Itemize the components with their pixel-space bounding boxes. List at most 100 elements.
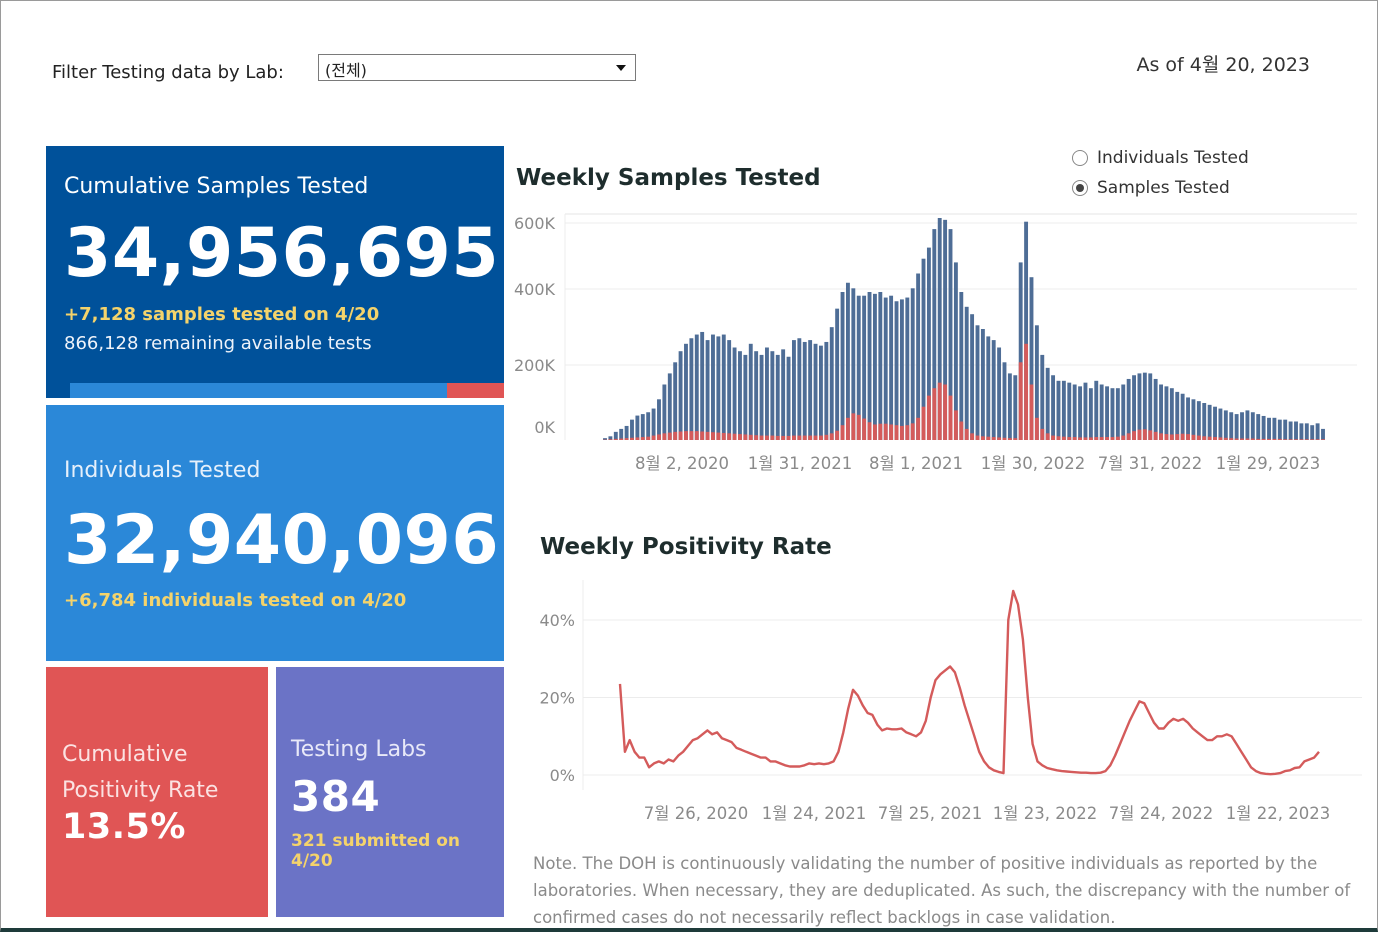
positive-bar (743, 434, 748, 440)
positive-bar (835, 430, 840, 440)
positive-bar (1196, 435, 1201, 440)
positive-bar (1115, 436, 1120, 440)
positive-bar (1067, 437, 1072, 440)
positive-bar (1261, 438, 1266, 440)
positive-bar (889, 424, 894, 440)
samples-bar (673, 362, 678, 440)
positive-bar (1137, 429, 1142, 440)
radio-off-icon[interactable] (1072, 150, 1088, 166)
toggle-samples-tested[interactable]: Samples Tested (1072, 178, 1230, 198)
positive-bar (1207, 436, 1212, 440)
radio-on-icon[interactable] (1072, 180, 1088, 196)
testing-labs-title: Testing Labs (291, 737, 427, 762)
samples-bar (1088, 388, 1093, 440)
positive-bar (932, 388, 937, 440)
positive-bar (991, 437, 996, 440)
samples-bar (851, 288, 856, 440)
positive-bar (1267, 438, 1271, 440)
positive-bar (657, 434, 661, 440)
positive-bar (673, 431, 678, 440)
samples-bar (743, 354, 748, 440)
positive-bar (883, 423, 888, 440)
samples-bar (1256, 414, 1261, 440)
samples-bar (975, 325, 980, 440)
samples-bar (808, 340, 813, 440)
samples-bar (829, 327, 834, 440)
positive-bar (1007, 438, 1012, 440)
positive-bar (797, 435, 802, 440)
positive-bar (1315, 439, 1320, 440)
samples-bar (856, 295, 861, 440)
samples-bar (684, 343, 688, 440)
samples-bar (1304, 423, 1309, 440)
samples-bar (1094, 380, 1099, 440)
positive-bar (1056, 436, 1061, 440)
samples-bar (694, 334, 699, 440)
samples-bar (980, 329, 985, 440)
samples-bar (705, 340, 710, 440)
samples-bar (797, 338, 802, 440)
positive-bar (943, 384, 948, 440)
samples-x-tick: 8월 2, 2020 (635, 454, 729, 473)
positive-bar (1051, 435, 1056, 440)
cumulative-samples-tile: Cumulative Samples Tested 34,956,695 +7,… (46, 146, 504, 398)
samples-x-tick: 7월 31, 2022 (1098, 454, 1202, 473)
positive-bar (1294, 439, 1298, 440)
samples-bar (721, 334, 726, 440)
positive-bar (1240, 438, 1244, 440)
positive-bar (1272, 438, 1277, 440)
lab-filter-dropdown[interactable]: (전체) (318, 54, 636, 81)
samples-bar (765, 347, 769, 440)
samples-bar (1250, 412, 1255, 440)
remaining-tests-bar (447, 383, 504, 398)
weekly-positivity-title: Weekly Positivity Rate (540, 534, 832, 560)
samples-bar (619, 428, 624, 440)
samples-bar (748, 343, 753, 440)
samples-bar (651, 408, 656, 440)
cumulative-positivity-tile: Cumulative Positivity Rate 13.5% (46, 667, 268, 917)
positive-bar (856, 414, 861, 440)
positive-bar (1186, 434, 1190, 440)
samples-bar (1315, 423, 1320, 440)
samples-bar (1061, 380, 1066, 440)
positive-bar (1121, 435, 1126, 440)
samples-bar (1294, 421, 1298, 440)
positive-bar (818, 435, 823, 440)
samples-bar (1223, 410, 1228, 440)
positivity-x-tick: 1월 23, 2022 (993, 804, 1097, 823)
positive-bar (1304, 439, 1309, 440)
positive-bar (738, 434, 742, 440)
positive-bar (824, 434, 829, 440)
positive-bar (899, 425, 904, 440)
positive-bar (937, 382, 942, 440)
samples-bar (889, 295, 894, 440)
positive-bar (792, 435, 796, 440)
positive-bar (721, 432, 726, 440)
samples-bar (624, 425, 629, 440)
positive-bar (910, 423, 915, 440)
samples-bar (770, 351, 775, 440)
samples-bar (824, 341, 829, 440)
as-of-date: As of 4월 20, 2023 (1136, 54, 1310, 76)
samples-bar (1207, 404, 1212, 440)
samples-bar (1137, 373, 1142, 440)
samples-bar (937, 218, 942, 440)
positivity-y-tick: 40% (539, 611, 575, 630)
positive-bar (975, 435, 980, 440)
positive-bar (786, 435, 791, 440)
positive-bar (867, 422, 872, 440)
positive-bar (608, 439, 613, 440)
positive-bar (1283, 439, 1288, 440)
positive-bar (748, 434, 753, 440)
positive-bar (1148, 430, 1153, 440)
samples-bar (1056, 380, 1061, 440)
samples-bar (635, 415, 640, 440)
positive-bar (1088, 437, 1093, 440)
caret-down-icon[interactable] (616, 65, 626, 71)
toggle-individuals-tested[interactable]: Individuals Tested (1072, 148, 1249, 168)
samples-bar (1180, 393, 1185, 440)
positive-bar (1288, 439, 1293, 440)
samples-bar (727, 340, 732, 440)
positive-bar (840, 425, 845, 440)
testing-labs-value: 384 (291, 772, 381, 821)
